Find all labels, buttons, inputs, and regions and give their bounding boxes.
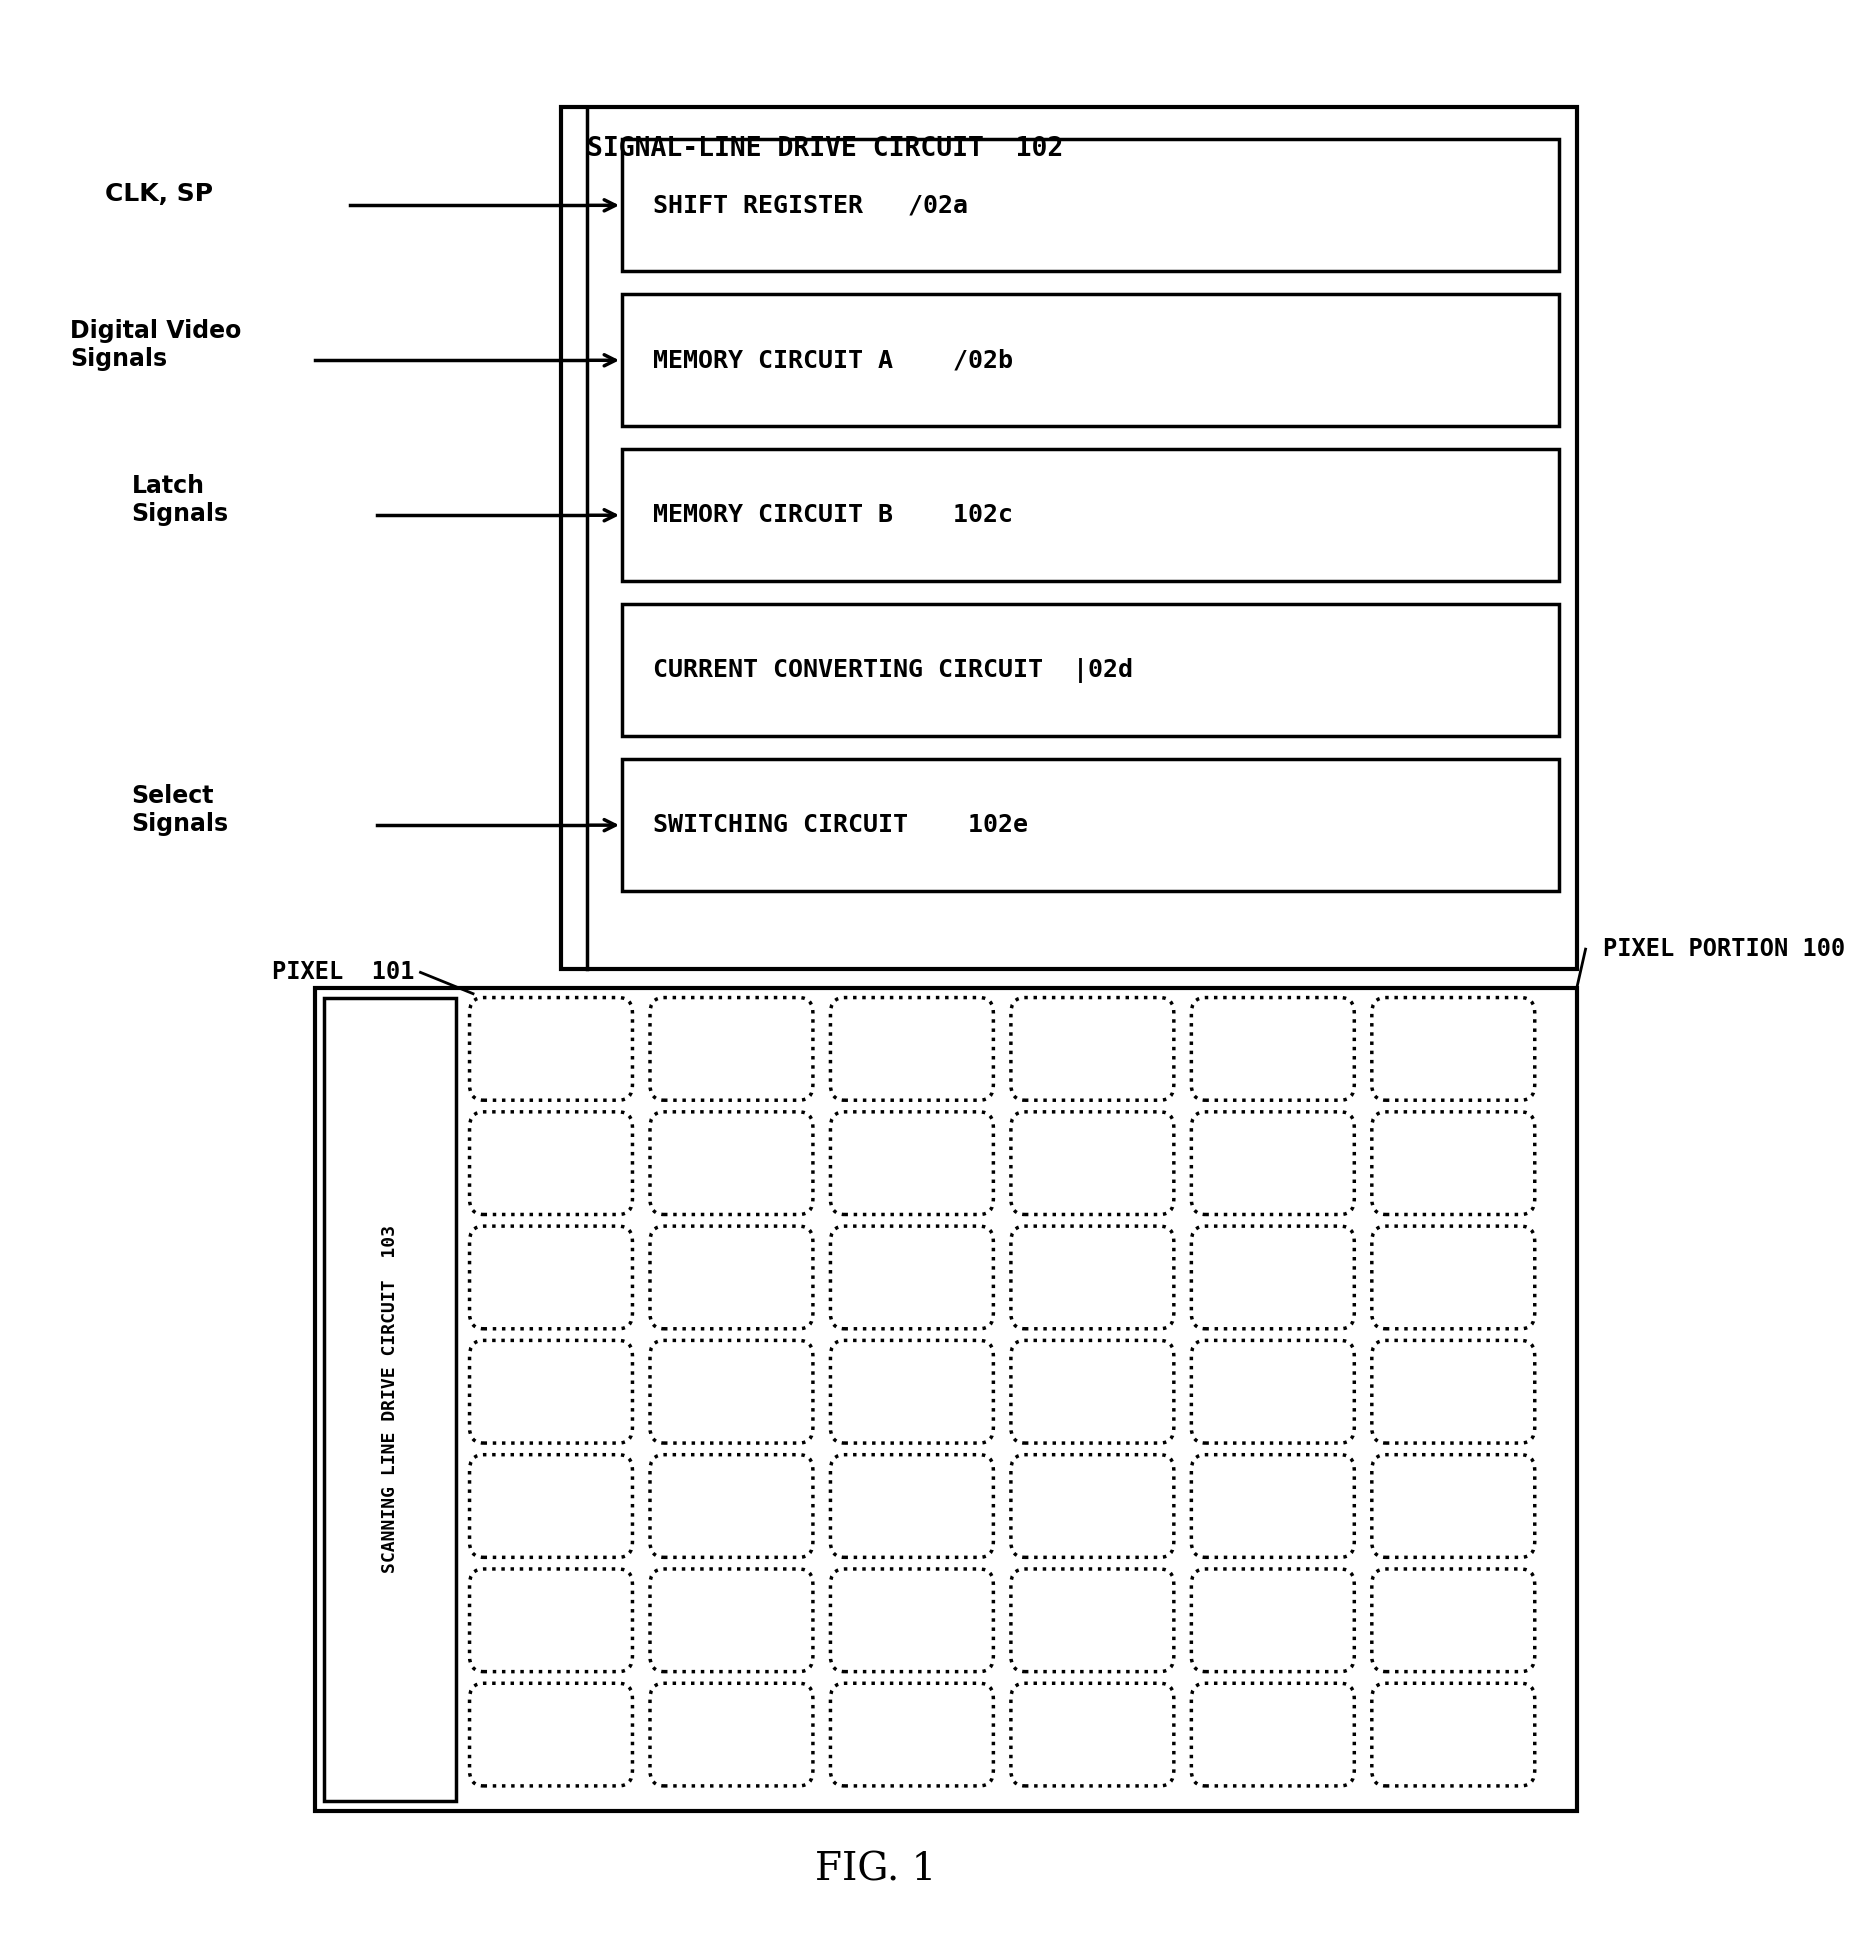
FancyBboxPatch shape xyxy=(470,1112,632,1214)
FancyBboxPatch shape xyxy=(470,1569,632,1672)
FancyBboxPatch shape xyxy=(1371,1226,1534,1329)
FancyBboxPatch shape xyxy=(1371,1683,1534,1786)
FancyBboxPatch shape xyxy=(1010,1112,1173,1214)
Text: SHIFT REGISTER   /02a: SHIFT REGISTER /02a xyxy=(653,194,969,217)
FancyBboxPatch shape xyxy=(1192,1340,1355,1443)
FancyBboxPatch shape xyxy=(831,1340,994,1443)
FancyBboxPatch shape xyxy=(831,1226,994,1329)
Text: MEMORY CIRCUIT B    102c: MEMORY CIRCUIT B 102c xyxy=(653,504,1014,527)
FancyBboxPatch shape xyxy=(649,1683,812,1786)
Text: PIXEL  101: PIXEL 101 xyxy=(271,961,413,984)
Bar xyxy=(621,294,1559,426)
FancyBboxPatch shape xyxy=(831,1112,994,1214)
FancyBboxPatch shape xyxy=(649,998,812,1100)
Text: SIGNAL-LINE DRIVE CIRCUIT  102: SIGNAL-LINE DRIVE CIRCUIT 102 xyxy=(587,136,1063,161)
FancyBboxPatch shape xyxy=(831,1569,994,1672)
FancyBboxPatch shape xyxy=(1371,1112,1534,1214)
Text: SWITCHING CIRCUIT    102e: SWITCHING CIRCUIT 102e xyxy=(653,814,1029,837)
FancyBboxPatch shape xyxy=(831,1455,994,1557)
FancyBboxPatch shape xyxy=(1371,1455,1534,1557)
Text: MEMORY CIRCUIT A    /02b: MEMORY CIRCUIT A /02b xyxy=(653,349,1014,372)
FancyBboxPatch shape xyxy=(649,1340,812,1443)
FancyBboxPatch shape xyxy=(1010,1226,1173,1329)
FancyBboxPatch shape xyxy=(649,1226,812,1329)
FancyBboxPatch shape xyxy=(1010,1569,1173,1672)
Text: Digital Video
Signals: Digital Video Signals xyxy=(69,320,241,370)
FancyBboxPatch shape xyxy=(1010,1340,1173,1443)
FancyBboxPatch shape xyxy=(470,998,632,1100)
Text: FIG. 1: FIG. 1 xyxy=(816,1852,937,1889)
FancyBboxPatch shape xyxy=(470,1340,632,1443)
FancyBboxPatch shape xyxy=(1192,1455,1355,1557)
Text: CURRENT CONVERTING CIRCUIT  |02d: CURRENT CONVERTING CIRCUIT |02d xyxy=(653,659,1134,682)
Bar xyxy=(621,139,1559,271)
FancyBboxPatch shape xyxy=(649,1569,812,1672)
Text: Select
Signals: Select Signals xyxy=(131,784,228,835)
Bar xyxy=(621,759,1559,891)
FancyBboxPatch shape xyxy=(1010,1683,1173,1786)
FancyBboxPatch shape xyxy=(1192,1683,1355,1786)
FancyBboxPatch shape xyxy=(1371,998,1534,1100)
FancyBboxPatch shape xyxy=(831,1683,994,1786)
Text: PIXEL PORTION 100: PIXEL PORTION 100 xyxy=(1603,938,1845,961)
FancyBboxPatch shape xyxy=(1010,998,1173,1100)
FancyBboxPatch shape xyxy=(649,1455,812,1557)
FancyBboxPatch shape xyxy=(1010,1455,1173,1557)
FancyBboxPatch shape xyxy=(1371,1569,1534,1672)
FancyBboxPatch shape xyxy=(1192,998,1355,1100)
FancyBboxPatch shape xyxy=(1371,1340,1534,1443)
Text: SCANNING LINE DRIVE CIRCUIT  103: SCANNING LINE DRIVE CIRCUIT 103 xyxy=(382,1226,399,1573)
FancyBboxPatch shape xyxy=(831,998,994,1100)
FancyBboxPatch shape xyxy=(649,1112,812,1214)
FancyBboxPatch shape xyxy=(470,1226,632,1329)
Text: Latch
Signals: Latch Signals xyxy=(131,475,228,525)
FancyBboxPatch shape xyxy=(1192,1569,1355,1672)
FancyBboxPatch shape xyxy=(1192,1226,1355,1329)
Bar xyxy=(621,449,1559,581)
FancyBboxPatch shape xyxy=(470,1683,632,1786)
FancyBboxPatch shape xyxy=(470,1455,632,1557)
Bar xyxy=(621,604,1559,736)
Bar xyxy=(324,998,455,1801)
Text: CLK, SP: CLK, SP xyxy=(105,182,213,205)
Bar xyxy=(316,988,1577,1811)
Bar xyxy=(561,107,1577,968)
FancyBboxPatch shape xyxy=(1192,1112,1355,1214)
